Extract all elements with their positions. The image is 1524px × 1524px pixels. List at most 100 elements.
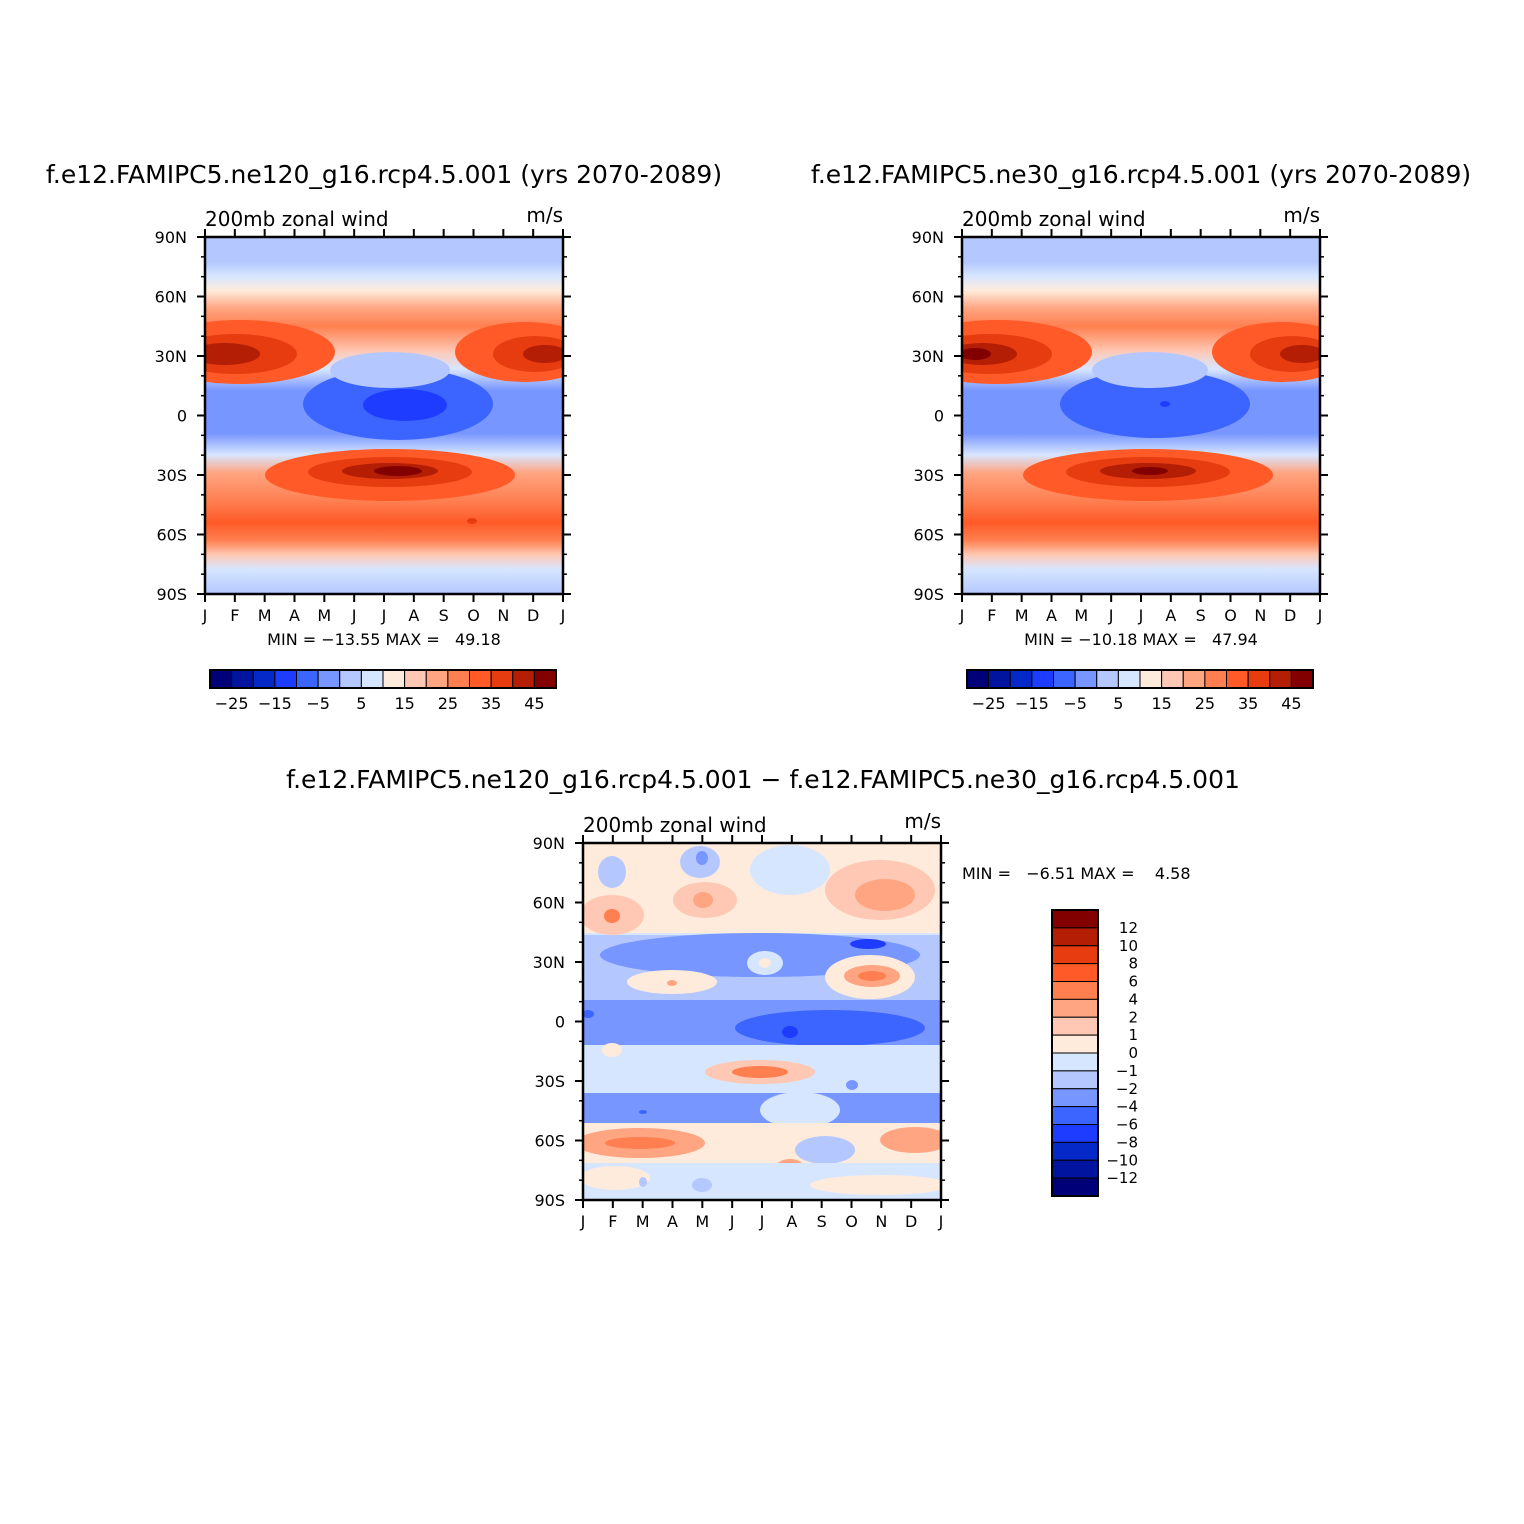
colorbar-label: −8 [1116, 1133, 1138, 1151]
x-tick-label: S [439, 606, 449, 625]
x-tick-label: N [875, 1212, 887, 1231]
colorbar-frame [209, 669, 557, 689]
colorbar-swatch [1204, 669, 1227, 689]
colorbar-label: 45 [1281, 694, 1301, 713]
panel-ne30-units: m/s [1283, 203, 1320, 227]
colorbar-swatch [1051, 963, 1099, 982]
colorbar-swatch [1226, 669, 1249, 689]
panel-diff-title: f.e12.FAMIPC5.ne120_g16.rcp4.5.001 − f.e… [286, 765, 1240, 794]
colorbar-swatch [274, 669, 297, 689]
x-tick-label: J [1108, 606, 1114, 625]
colorbar-label: 12 [1119, 919, 1138, 937]
x-tick-label: F [987, 606, 996, 625]
x-tick-label: J [759, 1212, 765, 1231]
colorbar-swatch [1269, 669, 1292, 689]
x-tick-label: A [1165, 606, 1176, 625]
y-tick-label: 60N [912, 288, 944, 307]
y-tick-label: 30N [533, 953, 565, 972]
y-tick-label: 60N [155, 288, 187, 307]
panel-diff-minmax: MIN = −6.51 MAX = 4.58 [962, 864, 1191, 883]
y-tick-label: 30S [534, 1072, 565, 1091]
colorbar-swatch [1009, 669, 1033, 689]
colorbar-label: 1 [1128, 1026, 1138, 1044]
colorbar-swatch [1290, 669, 1314, 689]
panel-diff-units: m/s [904, 809, 941, 833]
y-tick-label: 60S [156, 526, 187, 545]
x-tick-label: N [1254, 606, 1266, 625]
colorbar-swatch [296, 669, 319, 689]
colorbar-swatch [1051, 927, 1099, 947]
x-tick-label: J [1317, 606, 1323, 625]
colorbar-swatch [1117, 669, 1141, 689]
y-tick-label: 30S [156, 466, 187, 485]
x-tick-label: M [258, 606, 272, 625]
y-tick-label: 0 [177, 407, 187, 426]
colorbar-label: 15 [394, 694, 414, 713]
colorbar-label: 6 [1128, 973, 1138, 991]
colorbar-label: 45 [524, 694, 544, 713]
x-tick-label: J [202, 606, 208, 625]
colorbar-label: −5 [1063, 694, 1087, 713]
panel-ne120: f.e12.FAMIPC5.ne120_g16.rcp4.5.001 (yrs … [46, 160, 722, 713]
colorbar-label: −25 [215, 694, 249, 713]
panel-ne120-field [205, 237, 563, 594]
colorbar-label: −1 [1116, 1062, 1138, 1080]
colorbar-frame [966, 669, 1314, 689]
colorbar-swatch [1051, 1016, 1099, 1036]
colorbar-swatch [231, 669, 254, 689]
colorbar-label: 5 [1113, 694, 1123, 713]
colorbar-swatch [404, 669, 427, 689]
y-tick-label: 90N [533, 834, 565, 853]
y-tick-label: 90S [156, 585, 187, 604]
x-tick-label: S [817, 1212, 827, 1231]
colorbar-swatch [425, 669, 449, 689]
colorbar-swatch [1051, 1052, 1099, 1072]
y-tick-label: 90S [534, 1191, 565, 1210]
y-tick-label: 30S [913, 466, 944, 485]
y-tick-label: 90N [912, 228, 944, 247]
x-tick-label: M [695, 1212, 709, 1231]
x-tick-label: O [845, 1212, 858, 1231]
panel-ne30-title: f.e12.FAMIPC5.ne30_g16.rcp4.5.001 (yrs 2… [811, 160, 1471, 189]
colorbar-swatch [1139, 669, 1163, 689]
y-tick-label: 90N [155, 228, 187, 247]
colorbar-swatch [1051, 1070, 1099, 1090]
panel-ne120-colorbar: −25 −15 −5 5 15 25 35 45 [209, 669, 557, 713]
panel-ne30-minmax: MIN = −10.18 MAX = 47.94 [1024, 630, 1258, 649]
x-tick-label: J [381, 606, 387, 625]
x-tick-label: O [467, 606, 480, 625]
colorbar-frame [1051, 909, 1099, 1197]
colorbar-swatch [252, 669, 276, 689]
colorbar-label: −6 [1116, 1116, 1138, 1134]
colorbar-label: 5 [356, 694, 366, 713]
panel-diff: f.e12.FAMIPC5.ne120_g16.rcp4.5.001 − f.e… [286, 765, 1240, 1231]
colorbar-label: −4 [1116, 1098, 1138, 1116]
colorbar-label: −12 [1106, 1169, 1138, 1187]
colorbar-swatch [1051, 1034, 1099, 1054]
colorbar-swatch [209, 669, 233, 689]
x-tick-label: J [729, 1212, 735, 1231]
y-tick-label: 30N [912, 347, 944, 366]
colorbar-swatch [1051, 981, 1099, 1000]
colorbar-label: 8 [1128, 955, 1138, 973]
colorbar-label: 2 [1128, 1008, 1138, 1026]
colorbar-label: −15 [1015, 694, 1049, 713]
x-tick-label: J [580, 1212, 586, 1231]
x-tick-label: A [289, 606, 300, 625]
colorbar-swatch [1161, 669, 1184, 689]
x-tick-label: A [667, 1212, 678, 1231]
colorbar-label: 35 [481, 694, 501, 713]
colorbar-label: 4 [1128, 990, 1138, 1008]
x-tick-label: N [497, 606, 509, 625]
y-tick-label: 0 [555, 1013, 565, 1032]
x-tick-label: A [1046, 606, 1057, 625]
panel-ne30-field [962, 237, 1320, 594]
x-tick-label: A [408, 606, 419, 625]
panel-ne30-left-label: 200mb zonal wind [962, 207, 1146, 231]
panel-diff-left-label: 200mb zonal wind [583, 813, 767, 837]
colorbar-swatch [382, 669, 406, 689]
x-tick-label: J [959, 606, 965, 625]
